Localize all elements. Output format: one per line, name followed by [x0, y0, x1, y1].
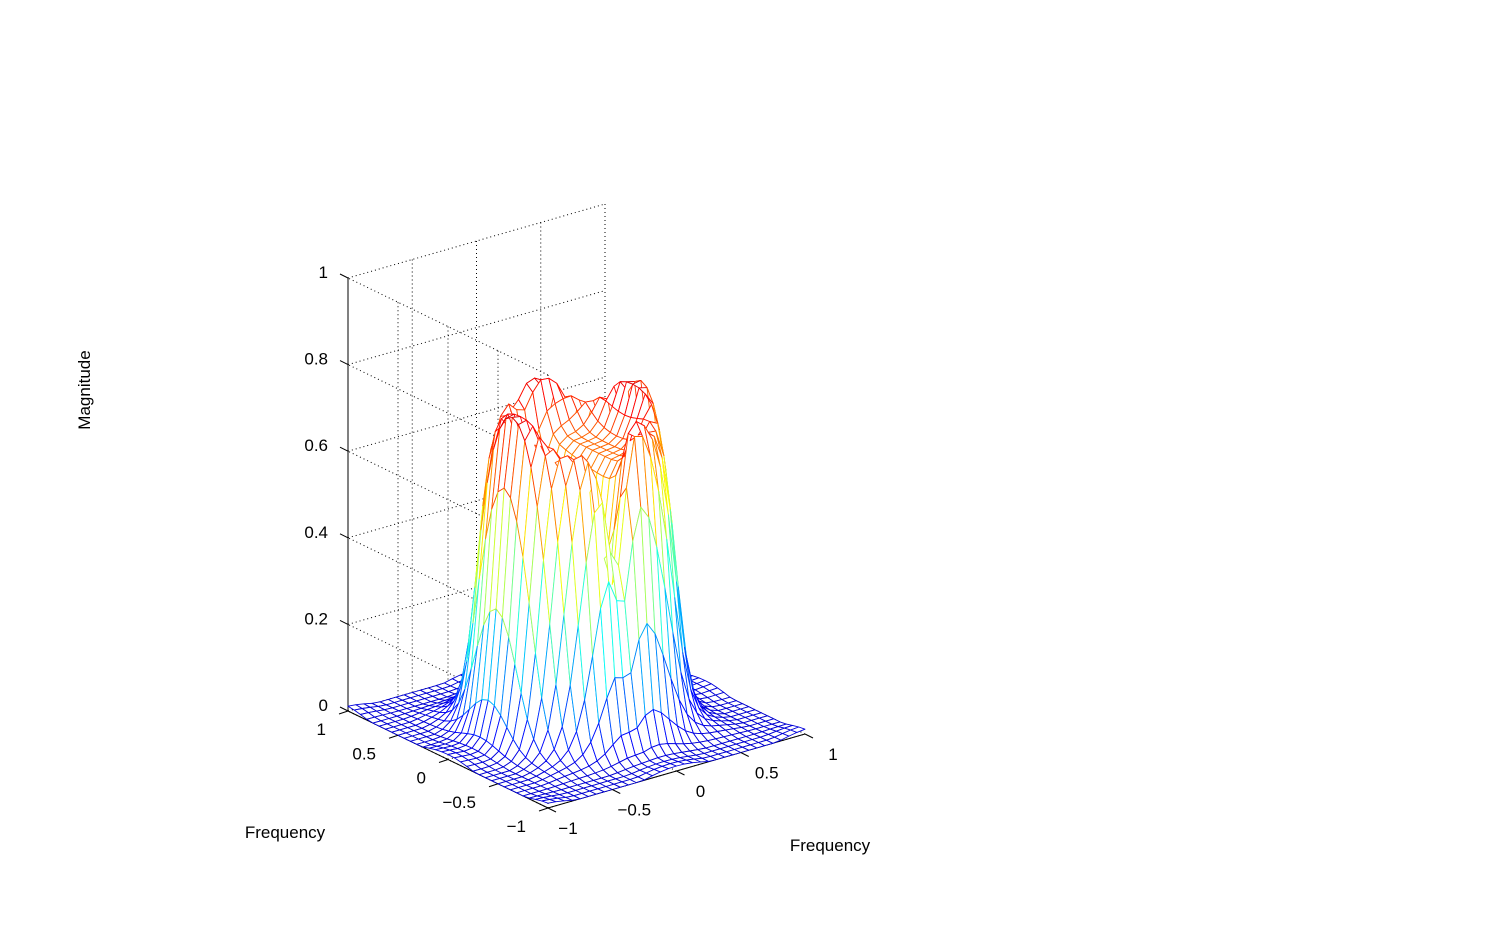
y-tick [338, 710, 349, 715]
grid-line [347, 203, 606, 279]
x-axis-label: Frequency [790, 836, 871, 855]
z-tick-label: 0 [319, 696, 328, 715]
y-tick-label: −0.5 [442, 793, 476, 812]
z-tick [339, 273, 349, 279]
y-tick-label: 0.5 [352, 744, 376, 763]
mesh-cell [790, 726, 806, 733]
z-tick-label: 0.2 [304, 609, 328, 628]
grid-line [347, 549, 606, 625]
x-tick [676, 770, 685, 776]
x-tick [804, 733, 814, 739]
y-tick-label: −1 [507, 817, 526, 836]
z-tick-label: 0.4 [304, 523, 328, 542]
y-axis-label: Frequency [245, 823, 326, 842]
y-tick [438, 759, 449, 763]
y-tick-label: 0 [417, 769, 426, 788]
x-tick-label: 0 [696, 782, 705, 801]
y-tick [388, 734, 399, 739]
z-tick [339, 533, 349, 539]
x-tick-label: −0.5 [617, 801, 651, 820]
y-tick [488, 783, 499, 788]
z-axis-label: Magnitude [75, 350, 94, 429]
z-tick [339, 706, 349, 712]
z-tick-label: 1 [319, 263, 328, 282]
grid-line [347, 463, 606, 539]
surface-mesh [347, 377, 806, 804]
z-tick-label: 0.8 [304, 350, 328, 369]
x-tick [740, 752, 749, 757]
y-tick [538, 807, 549, 812]
x-tick-label: 0.5 [755, 764, 779, 783]
x-tick [547, 807, 557, 813]
x-tick [612, 789, 621, 794]
x-tick-label: −1 [558, 819, 577, 838]
z-tick [339, 360, 349, 366]
z-tick [339, 446, 349, 452]
grid-line [347, 376, 606, 452]
z-tick-label: 0.6 [304, 436, 328, 455]
x-tick-label: 1 [828, 745, 837, 764]
grid-line [347, 290, 606, 366]
y-tick-label: 1 [317, 720, 326, 739]
axis-ticks: 0 0.2 0.4 0.6 0.8 1 −1 −0.5 0 0.5 1 −1 −0.5 0 0.5 1 [304, 263, 837, 838]
z-tick [339, 619, 349, 625]
